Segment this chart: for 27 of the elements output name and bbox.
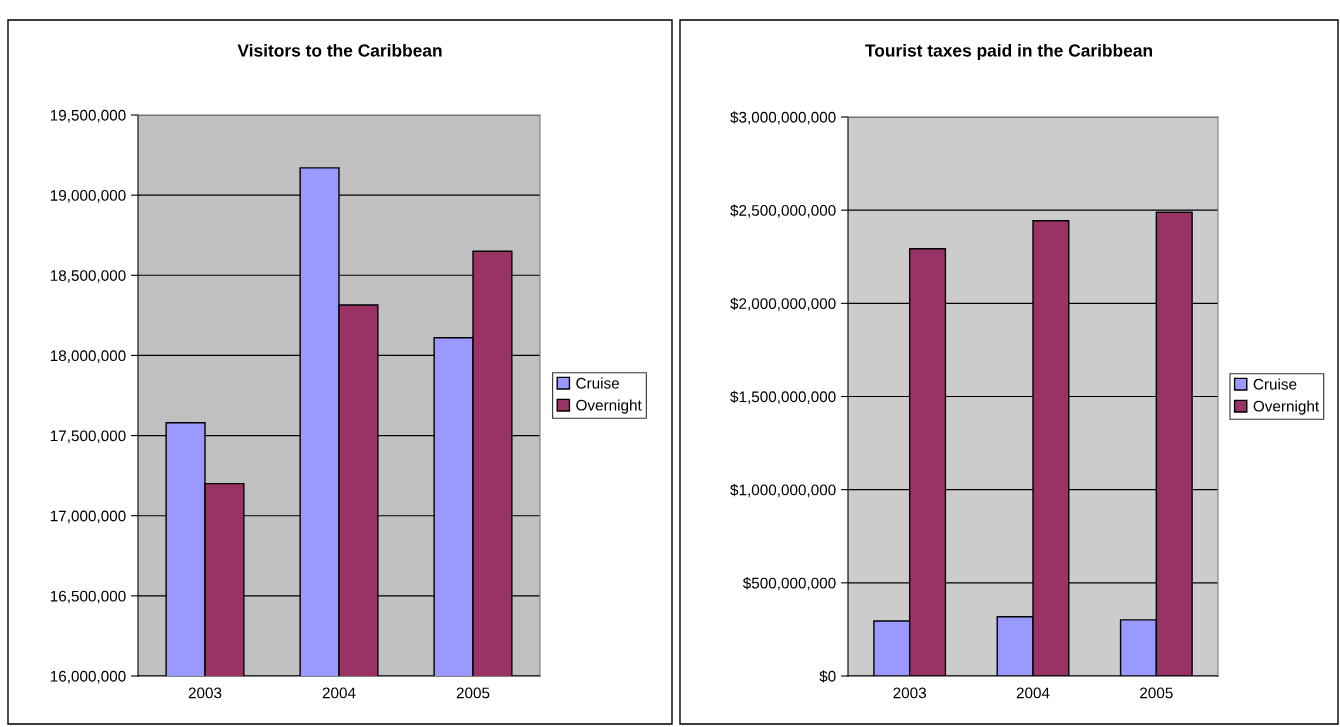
y-tick-label: $0 bbox=[819, 670, 836, 683]
y-tick-label: 16,000,000 bbox=[50, 670, 126, 684]
legend-label: Cruise bbox=[1253, 378, 1297, 390]
y-tick-label: 19,500,000 bbox=[50, 109, 126, 123]
y-tick-label: $3,000,000,000 bbox=[730, 111, 836, 125]
y-tick-label: 17,500,000 bbox=[50, 430, 126, 444]
y-tick-label: $1,500,000,000 bbox=[730, 390, 836, 404]
y-tick-label: $2,500,000,000 bbox=[730, 204, 836, 218]
y-tick-label: $500,000,000 bbox=[742, 577, 836, 591]
chart-title: Visitors to the Caribbean bbox=[237, 43, 442, 57]
y-tick-label: 16,500,000 bbox=[50, 590, 126, 604]
legend-label: Cruise bbox=[576, 377, 620, 389]
y-tick-label: 17,000,000 bbox=[50, 510, 126, 524]
x-tick-label: 2005 bbox=[1140, 687, 1173, 699]
x-tick-label: 2003 bbox=[893, 687, 926, 699]
x-tick-label: 2005 bbox=[456, 687, 490, 699]
x-tick-label: 2004 bbox=[1016, 687, 1050, 699]
chart-title: Tourist taxes paid in the Caribbean bbox=[865, 43, 1152, 61]
y-tick-label: $1,000,000,000 bbox=[730, 483, 836, 498]
x-tick-label: 2004 bbox=[322, 687, 356, 699]
x-tick-label: 2003 bbox=[188, 687, 222, 699]
y-tick-label: $2,000,000,000 bbox=[730, 297, 836, 311]
y-tick-label: 18,000,000 bbox=[50, 350, 126, 363]
y-tick-label: 18,500,000 bbox=[50, 270, 126, 283]
y-tick-label: 19,000,000 bbox=[50, 190, 126, 203]
legend-label: Overnight bbox=[576, 399, 642, 414]
legend-label: Overnight bbox=[1253, 400, 1320, 415]
